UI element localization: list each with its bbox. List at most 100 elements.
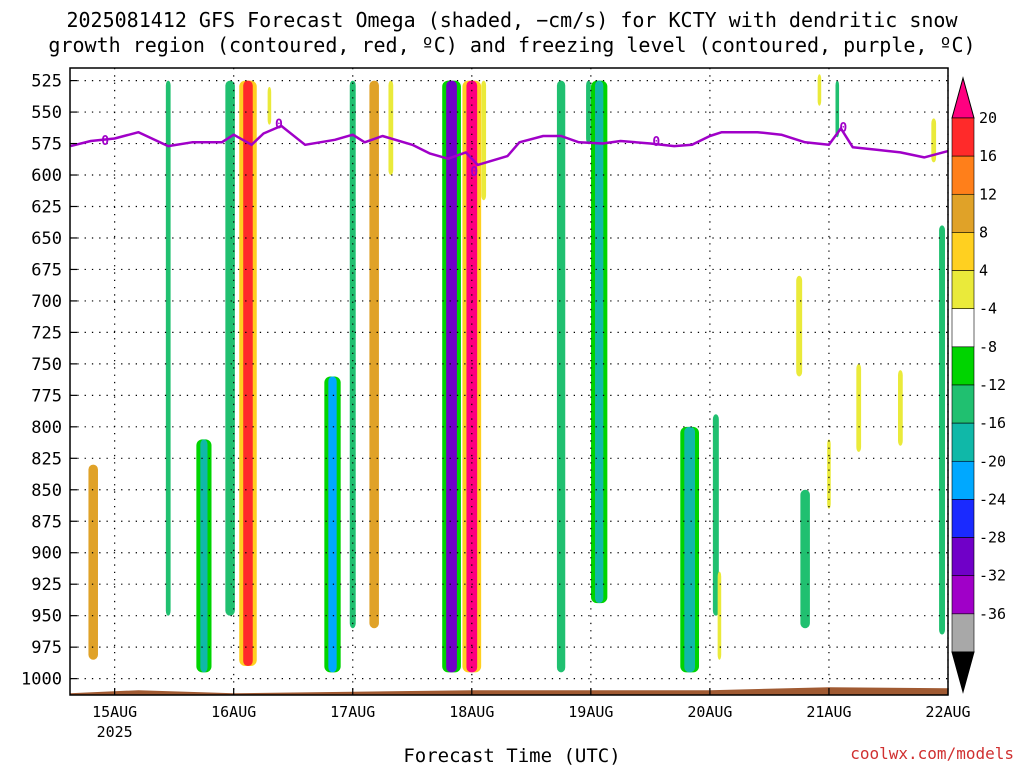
y-tick-label: 725 — [31, 323, 62, 343]
omega-band — [717, 571, 722, 660]
colorbar-segment — [951, 117, 975, 157]
freezing-level-contour: 0 0 0 0 0 — [70, 117, 949, 180]
omega-band — [243, 80, 253, 667]
colorbar-bottom-arrow — [951, 651, 975, 694]
colorbar-segment — [951, 537, 975, 577]
y-tick-label: 750 — [31, 355, 62, 375]
colorbar-label: -4 — [979, 300, 997, 318]
omega-band — [556, 80, 566, 673]
omega-band — [712, 414, 719, 616]
colorbar-top-arrow — [951, 76, 975, 119]
colorbar-label: 16 — [979, 147, 997, 165]
x-tick-label: 21AUG — [806, 703, 851, 721]
y-tick-label: 675 — [31, 260, 62, 280]
omega-band — [369, 80, 379, 629]
colorbar: 20 16 12 8 4 -4 -8 -12 -16 -20 -24 -28 -32 -36 — [951, 76, 1006, 694]
omega-band — [388, 80, 394, 176]
omega-band — [931, 118, 937, 163]
colorbar-label: -36 — [979, 605, 1006, 623]
plot-frame — [69, 67, 949, 696]
y-tick-label: 875 — [31, 512, 62, 532]
omega-band — [835, 80, 840, 138]
freezing-level-line — [70, 124, 949, 167]
omega-band — [939, 225, 946, 635]
x-year-label: 2025 — [97, 723, 133, 741]
x-tick-label: 20AUG — [687, 703, 732, 721]
omega-band — [827, 439, 831, 509]
colorbar-label: -16 — [979, 414, 1006, 432]
omega-band — [481, 80, 487, 201]
colorbar-segment — [951, 384, 975, 424]
colorbar-segment — [951, 193, 975, 233]
omega-band — [595, 80, 604, 604]
colorbar-segment — [951, 232, 975, 271]
colorbar-label: 4 — [979, 262, 988, 280]
freezing-level-label: 0 — [652, 135, 660, 150]
omega-band — [796, 275, 803, 377]
y-tick-label: 700 — [31, 292, 62, 312]
omega-band — [684, 426, 696, 673]
freezing-level-label: 0 — [470, 165, 478, 180]
x-tick-label: 19AUG — [568, 703, 613, 721]
omega-band — [349, 80, 356, 629]
colorbar-label: -8 — [979, 338, 997, 356]
y-tick-label: 825 — [31, 449, 62, 469]
colorbar-segment — [951, 613, 975, 653]
x-axis-label: Forecast Time (UTC) — [403, 745, 621, 767]
omega-band — [466, 80, 478, 673]
x-tick-label: 15AUG — [92, 703, 137, 721]
colorbar-label: -24 — [979, 490, 1006, 508]
chart-title-line-2: growth region (contoured, red, ºC) and f… — [48, 33, 976, 57]
colorbar-label: 8 — [979, 223, 988, 241]
x-tick-label: 17AUG — [330, 703, 375, 721]
y-tick-label: 650 — [31, 229, 62, 249]
freezing-level-label: 0 — [839, 121, 847, 136]
colorbar-segment — [951, 499, 975, 538]
colorbar-label: -20 — [979, 452, 1006, 470]
y-tick-label: 575 — [31, 135, 62, 155]
x-tick-label: 22AUG — [925, 703, 970, 721]
credit-link[interactable]: coolwx.com/models — [850, 744, 1014, 763]
freezing-level-label: 0 — [101, 134, 109, 149]
y-tick-label: 625 — [31, 197, 62, 217]
freezing-level-label: 0 — [275, 117, 283, 132]
omega-band — [856, 363, 862, 453]
grid-lines — [70, 68, 949, 695]
omega-band — [817, 74, 822, 106]
colorbar-segment — [951, 308, 975, 348]
surface-terrain — [70, 687, 948, 695]
colorbar-segment — [951, 460, 975, 500]
y-tick-label: 1000 — [21, 670, 62, 690]
chart-title-line-1: 2025081412 GFS Forecast Omega (shaded, −… — [66, 8, 958, 32]
omega-band — [225, 80, 235, 616]
omega-band — [267, 86, 272, 125]
colorbar-label: 12 — [979, 185, 997, 203]
colorbar-segment — [951, 575, 975, 615]
colorbar-segment — [951, 422, 975, 462]
y-tick-label: 850 — [31, 481, 62, 501]
colorbar-segment — [951, 155, 975, 195]
plot-axes: 525 550 575 600 625 650 675 700 725 750 775 800 825 8… — [21, 67, 971, 741]
y-tick-label: 775 — [31, 386, 62, 406]
colorbar-label: -32 — [979, 567, 1006, 585]
x-tick-label: 18AUG — [449, 703, 494, 721]
y-tick-label: 800 — [31, 418, 62, 438]
omega-band — [165, 80, 171, 616]
colorbar-label: -28 — [979, 529, 1006, 547]
omega-band — [328, 376, 337, 673]
y-tick-label: 900 — [31, 544, 62, 564]
y-tick-label: 550 — [31, 103, 62, 123]
y-tick-label: 950 — [31, 607, 62, 627]
y-tick-label: 925 — [31, 575, 62, 595]
colorbar-label: 20 — [979, 109, 997, 127]
y-tick-label: 600 — [31, 166, 62, 186]
colorbar-label: -12 — [979, 376, 1006, 394]
y-tick-label: 975 — [31, 638, 62, 658]
omega-band — [800, 489, 810, 629]
x-tick-label: 16AUG — [211, 703, 256, 721]
omega-band — [897, 370, 903, 446]
omega-band — [88, 464, 98, 660]
omega-band — [200, 439, 208, 673]
colorbar-segment — [951, 346, 975, 386]
